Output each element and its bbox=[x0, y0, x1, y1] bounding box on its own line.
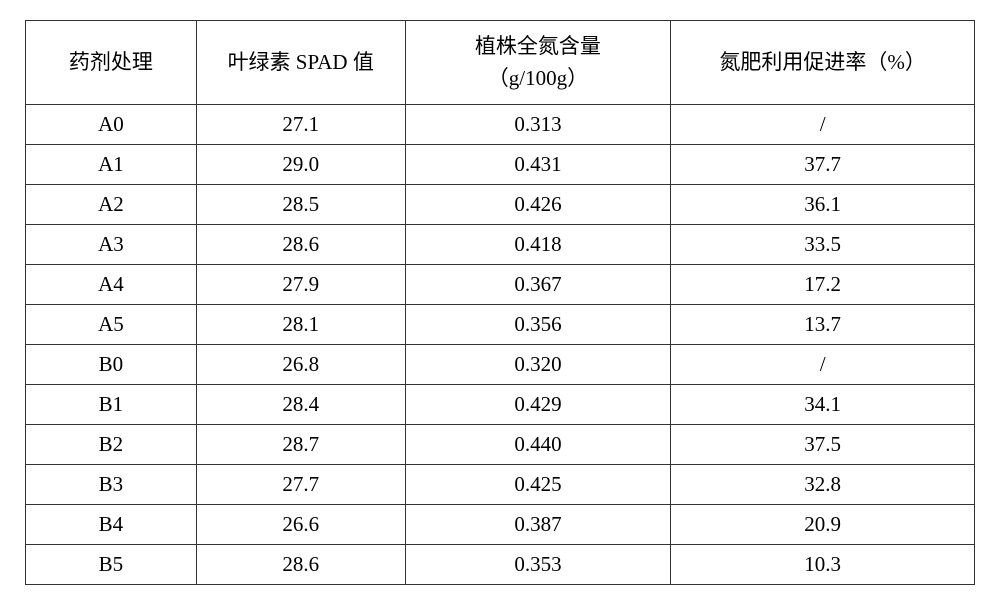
cell-promotion: 33.5 bbox=[671, 225, 975, 265]
cell-promotion: 13.7 bbox=[671, 305, 975, 345]
header-row: 药剂处理 叶绿素 SPAD 值 植株全氮含量 （g/100g） 氮肥利用促进率（… bbox=[26, 21, 975, 105]
cell-promotion: / bbox=[671, 345, 975, 385]
data-table-container: 药剂处理 叶绿素 SPAD 值 植株全氮含量 （g/100g） 氮肥利用促进率（… bbox=[25, 20, 975, 585]
cell-spad: 29.0 bbox=[196, 145, 405, 185]
cell-spad: 27.7 bbox=[196, 465, 405, 505]
table-row: A2 28.5 0.426 36.1 bbox=[26, 185, 975, 225]
cell-spad: 28.4 bbox=[196, 385, 405, 425]
header-treatment: 药剂处理 bbox=[26, 21, 197, 105]
table-body: A0 27.1 0.313 / A1 29.0 0.431 37.7 A2 28… bbox=[26, 105, 975, 585]
header-nitrogen-line1: 植株全氮含量 bbox=[475, 34, 601, 58]
table-row: A1 29.0 0.431 37.7 bbox=[26, 145, 975, 185]
cell-promotion: 37.7 bbox=[671, 145, 975, 185]
cell-nitrogen: 0.387 bbox=[405, 505, 671, 545]
table-row: A4 27.9 0.367 17.2 bbox=[26, 265, 975, 305]
table-row: A5 28.1 0.356 13.7 bbox=[26, 305, 975, 345]
table-header: 药剂处理 叶绿素 SPAD 值 植株全氮含量 （g/100g） 氮肥利用促进率（… bbox=[26, 21, 975, 105]
cell-spad: 26.8 bbox=[196, 345, 405, 385]
cell-treatment: B4 bbox=[26, 505, 197, 545]
cell-treatment: B2 bbox=[26, 425, 197, 465]
cell-nitrogen: 0.320 bbox=[405, 345, 671, 385]
cell-promotion: 36.1 bbox=[671, 185, 975, 225]
header-nitrogen-content: 植株全氮含量 （g/100g） bbox=[405, 21, 671, 105]
cell-promotion: 20.9 bbox=[671, 505, 975, 545]
cell-treatment: B5 bbox=[26, 545, 197, 585]
table-row: B5 28.6 0.353 10.3 bbox=[26, 545, 975, 585]
table-row: A0 27.1 0.313 / bbox=[26, 105, 975, 145]
cell-spad: 28.5 bbox=[196, 185, 405, 225]
cell-promotion: 10.3 bbox=[671, 545, 975, 585]
cell-treatment: A3 bbox=[26, 225, 197, 265]
cell-spad: 27.9 bbox=[196, 265, 405, 305]
cell-nitrogen: 0.367 bbox=[405, 265, 671, 305]
cell-spad: 28.6 bbox=[196, 545, 405, 585]
cell-spad: 28.6 bbox=[196, 225, 405, 265]
cell-nitrogen: 0.356 bbox=[405, 305, 671, 345]
cell-spad: 28.1 bbox=[196, 305, 405, 345]
cell-nitrogen: 0.431 bbox=[405, 145, 671, 185]
cell-treatment: B3 bbox=[26, 465, 197, 505]
table-row: B0 26.8 0.320 / bbox=[26, 345, 975, 385]
cell-nitrogen: 0.429 bbox=[405, 385, 671, 425]
nitrogen-data-table: 药剂处理 叶绿素 SPAD 值 植株全氮含量 （g/100g） 氮肥利用促进率（… bbox=[25, 20, 975, 585]
cell-promotion: / bbox=[671, 105, 975, 145]
cell-treatment: A2 bbox=[26, 185, 197, 225]
cell-nitrogen: 0.353 bbox=[405, 545, 671, 585]
header-spad: 叶绿素 SPAD 值 bbox=[196, 21, 405, 105]
cell-promotion: 32.8 bbox=[671, 465, 975, 505]
cell-promotion: 34.1 bbox=[671, 385, 975, 425]
header-promotion-rate: 氮肥利用促进率（%） bbox=[671, 21, 975, 105]
cell-promotion: 37.5 bbox=[671, 425, 975, 465]
cell-spad: 28.7 bbox=[196, 425, 405, 465]
cell-nitrogen: 0.418 bbox=[405, 225, 671, 265]
table-row: B1 28.4 0.429 34.1 bbox=[26, 385, 975, 425]
cell-treatment: A0 bbox=[26, 105, 197, 145]
header-nitrogen-line2: （g/100g） bbox=[488, 66, 588, 90]
cell-promotion: 17.2 bbox=[671, 265, 975, 305]
cell-treatment: A1 bbox=[26, 145, 197, 185]
cell-spad: 26.6 bbox=[196, 505, 405, 545]
cell-nitrogen: 0.440 bbox=[405, 425, 671, 465]
cell-treatment: A5 bbox=[26, 305, 197, 345]
table-row: B2 28.7 0.440 37.5 bbox=[26, 425, 975, 465]
table-row: A3 28.6 0.418 33.5 bbox=[26, 225, 975, 265]
table-row: B3 27.7 0.425 32.8 bbox=[26, 465, 975, 505]
table-row: B4 26.6 0.387 20.9 bbox=[26, 505, 975, 545]
cell-treatment: B0 bbox=[26, 345, 197, 385]
cell-treatment: B1 bbox=[26, 385, 197, 425]
cell-nitrogen: 0.426 bbox=[405, 185, 671, 225]
cell-spad: 27.1 bbox=[196, 105, 405, 145]
cell-treatment: A4 bbox=[26, 265, 197, 305]
cell-nitrogen: 0.313 bbox=[405, 105, 671, 145]
cell-nitrogen: 0.425 bbox=[405, 465, 671, 505]
